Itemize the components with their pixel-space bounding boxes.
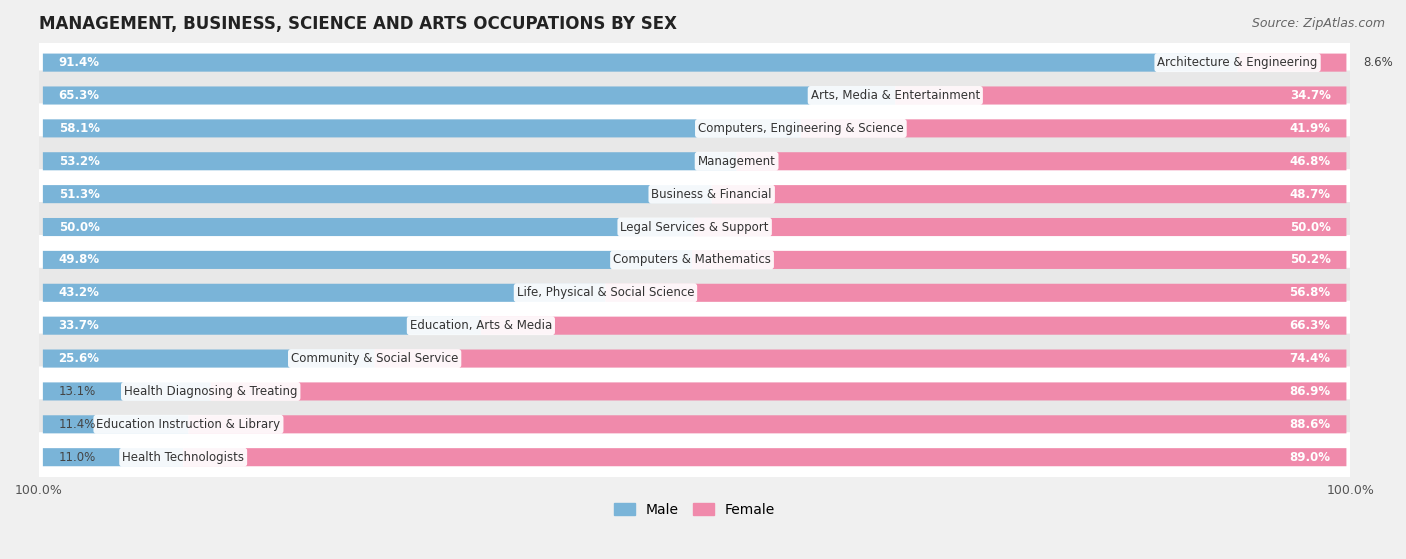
Text: 43.2%: 43.2%: [59, 286, 100, 299]
Text: 89.0%: 89.0%: [1289, 451, 1330, 464]
Text: Computers, Engineering & Science: Computers, Engineering & Science: [697, 122, 904, 135]
FancyBboxPatch shape: [35, 367, 1354, 416]
Text: 56.8%: 56.8%: [1289, 286, 1330, 299]
Text: 86.9%: 86.9%: [1289, 385, 1330, 398]
FancyBboxPatch shape: [42, 87, 896, 105]
FancyBboxPatch shape: [35, 334, 1354, 383]
FancyBboxPatch shape: [188, 415, 1347, 433]
Text: Health Technologists: Health Technologists: [122, 451, 245, 464]
Text: Life, Physical & Social Science: Life, Physical & Social Science: [517, 286, 695, 299]
FancyBboxPatch shape: [801, 119, 1347, 138]
FancyBboxPatch shape: [35, 301, 1354, 350]
FancyBboxPatch shape: [42, 349, 374, 368]
FancyBboxPatch shape: [692, 251, 1347, 269]
FancyBboxPatch shape: [35, 37, 1354, 88]
FancyBboxPatch shape: [35, 235, 1354, 285]
Text: 11.0%: 11.0%: [59, 451, 96, 464]
FancyBboxPatch shape: [711, 185, 1347, 203]
FancyBboxPatch shape: [35, 268, 1354, 318]
FancyBboxPatch shape: [35, 399, 1354, 449]
Text: 25.6%: 25.6%: [59, 352, 100, 365]
Text: Source: ZipAtlas.com: Source: ZipAtlas.com: [1251, 17, 1385, 30]
Text: Management: Management: [697, 155, 776, 168]
Text: 50.0%: 50.0%: [59, 221, 100, 234]
FancyBboxPatch shape: [1237, 54, 1347, 72]
FancyBboxPatch shape: [35, 136, 1354, 186]
FancyBboxPatch shape: [35, 202, 1354, 252]
Text: Community & Social Service: Community & Social Service: [291, 352, 458, 365]
FancyBboxPatch shape: [737, 152, 1347, 170]
Text: 34.7%: 34.7%: [1289, 89, 1330, 102]
FancyBboxPatch shape: [35, 103, 1354, 153]
Text: 91.4%: 91.4%: [59, 56, 100, 69]
FancyBboxPatch shape: [42, 448, 183, 466]
Text: 66.3%: 66.3%: [1289, 319, 1330, 332]
FancyBboxPatch shape: [896, 87, 1347, 105]
FancyBboxPatch shape: [606, 284, 1347, 302]
Text: 49.8%: 49.8%: [59, 253, 100, 267]
FancyBboxPatch shape: [35, 70, 1354, 121]
Text: Education, Arts & Media: Education, Arts & Media: [409, 319, 553, 332]
FancyBboxPatch shape: [42, 185, 711, 203]
Text: 8.6%: 8.6%: [1364, 56, 1393, 69]
Text: 53.2%: 53.2%: [59, 155, 100, 168]
FancyBboxPatch shape: [42, 382, 211, 400]
Text: 88.6%: 88.6%: [1289, 418, 1330, 431]
Text: 51.3%: 51.3%: [59, 188, 100, 201]
Text: 65.3%: 65.3%: [59, 89, 100, 102]
FancyBboxPatch shape: [35, 169, 1354, 219]
Text: Business & Financial: Business & Financial: [651, 188, 772, 201]
Text: Health Diagnosing & Treating: Health Diagnosing & Treating: [124, 385, 298, 398]
FancyBboxPatch shape: [35, 432, 1354, 482]
FancyBboxPatch shape: [211, 382, 1347, 400]
FancyBboxPatch shape: [42, 54, 1237, 72]
Text: Architecture & Engineering: Architecture & Engineering: [1157, 56, 1317, 69]
Text: 33.7%: 33.7%: [59, 319, 100, 332]
Text: 74.4%: 74.4%: [1289, 352, 1330, 365]
FancyBboxPatch shape: [42, 316, 481, 335]
FancyBboxPatch shape: [42, 415, 188, 433]
Text: 46.8%: 46.8%: [1289, 155, 1330, 168]
Text: 11.4%: 11.4%: [59, 418, 96, 431]
FancyBboxPatch shape: [183, 448, 1347, 466]
Text: Legal Services & Support: Legal Services & Support: [620, 221, 769, 234]
Text: 13.1%: 13.1%: [59, 385, 96, 398]
Text: 48.7%: 48.7%: [1289, 188, 1330, 201]
FancyBboxPatch shape: [42, 119, 801, 138]
Legend: Male, Female: Male, Female: [609, 497, 780, 522]
Text: Arts, Media & Entertainment: Arts, Media & Entertainment: [811, 89, 980, 102]
Text: Education Instruction & Library: Education Instruction & Library: [97, 418, 281, 431]
Text: 58.1%: 58.1%: [59, 122, 100, 135]
Text: MANAGEMENT, BUSINESS, SCIENCE AND ARTS OCCUPATIONS BY SEX: MANAGEMENT, BUSINESS, SCIENCE AND ARTS O…: [39, 15, 676, 33]
FancyBboxPatch shape: [42, 152, 737, 170]
Text: Computers & Mathematics: Computers & Mathematics: [613, 253, 770, 267]
FancyBboxPatch shape: [42, 251, 692, 269]
Text: 50.0%: 50.0%: [1289, 221, 1330, 234]
FancyBboxPatch shape: [374, 349, 1347, 368]
FancyBboxPatch shape: [695, 218, 1347, 236]
Text: 50.2%: 50.2%: [1289, 253, 1330, 267]
FancyBboxPatch shape: [481, 316, 1347, 335]
Text: 41.9%: 41.9%: [1289, 122, 1330, 135]
FancyBboxPatch shape: [42, 218, 695, 236]
FancyBboxPatch shape: [42, 284, 606, 302]
